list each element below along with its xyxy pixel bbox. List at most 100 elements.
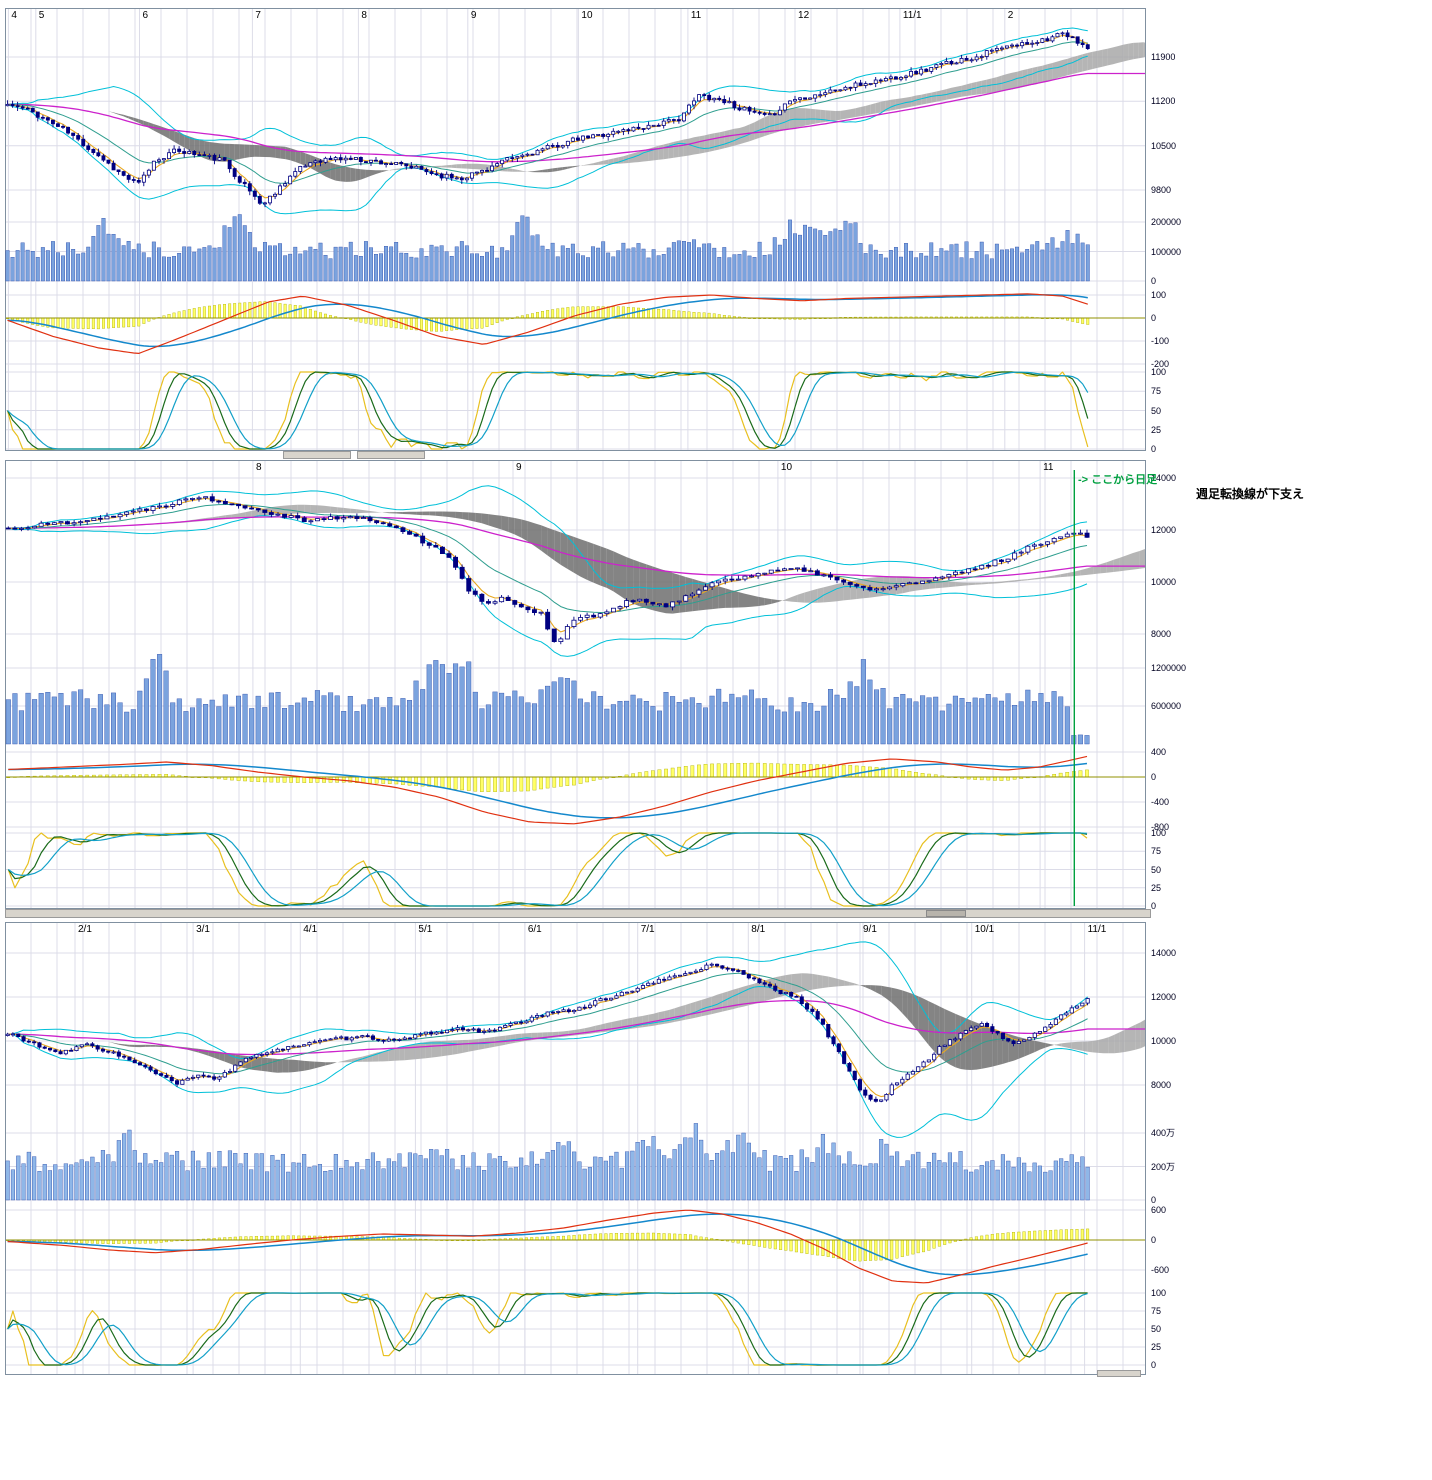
volume-bars <box>5 654 1090 745</box>
y-axis-label: 200000 <box>1151 217 1182 227</box>
x-axis-label: 11/1 <box>1087 924 1107 935</box>
x-axis-label: 12 <box>798 10 810 21</box>
chart-panel-bottom: 2/1 3/1 4/1 5/1 6/1 7/1 8/1 9/1 10/1 11/1 14000 120… <box>5 922 1245 1376</box>
x-axis-label: 4 <box>11 10 17 21</box>
chart-plot-middle[interactable] <box>5 460 1147 910</box>
y-axis-label: 100 <box>1151 828 1167 838</box>
stoch-slow-line <box>7 832 1088 907</box>
y-axis-label: -600 <box>1151 1265 1170 1275</box>
bollinger-bands <box>8 485 1088 657</box>
y-axis-label: 0 <box>1151 313 1157 323</box>
y-axis-label: 11200 <box>1151 96 1176 107</box>
volume-bars <box>5 1123 1090 1201</box>
daily-start-marker-label: -> ここから日足 <box>1078 474 1158 486</box>
y-axis-label: 8000 <box>1151 629 1172 639</box>
y-axis-label: 12000 <box>1151 992 1177 1002</box>
y-axis-label: 50 <box>1151 864 1162 875</box>
scrollbar-handle[interactable] <box>926 910 966 917</box>
ma-mid-line <box>7 41 1088 184</box>
macd-histogram <box>6 301 1090 332</box>
x-axis-label: 2/1 <box>77 924 92 935</box>
y-axis-label: 14000 <box>1151 473 1177 483</box>
y-axis-label: 10500 <box>1151 140 1177 151</box>
y-axis-label: 0 <box>1151 901 1157 911</box>
y-axis-label: 1200000 <box>1151 663 1187 673</box>
y-axis-label: 200万 <box>1151 1161 1176 1172</box>
y-axis-label: 0 <box>1151 276 1157 286</box>
bollinger-bands <box>7 27 1088 215</box>
y-axis-label: 600000 <box>1151 701 1182 711</box>
candlestick-series <box>5 493 1090 645</box>
panel-background <box>5 922 1146 1375</box>
ichimoku-cloud <box>68 42 1145 182</box>
y-axis-label: 10000 <box>1151 577 1177 587</box>
chart-panel-top: 4 5 6 7 8 9 10 11 12 11/1 2 11900 11200 10500 9800 2000… <box>5 8 1245 454</box>
x-axis-label: 11 <box>1043 462 1054 473</box>
stoch-slow-line <box>7 1292 1088 1366</box>
x-axis-label: 5/1 <box>418 924 433 935</box>
y-axis-label: -100 <box>1151 336 1170 346</box>
x-axis-label: 2 <box>1007 10 1014 21</box>
y-axis-label: 50 <box>1151 405 1162 416</box>
x-axis-label: 6 <box>142 10 149 21</box>
y-axis-label: 25 <box>1151 424 1162 435</box>
weekly-tenkan-support-note: 週足転換線が下支え <box>1196 487 1305 501</box>
y-axis-label: -400 <box>1151 797 1170 807</box>
y-axis-label: 600 <box>1151 1205 1167 1215</box>
y-axis-label: 400万 <box>1151 1128 1176 1138</box>
chart-plot-top[interactable] <box>5 8 1147 452</box>
y-axis-label: 14000 <box>1151 948 1177 958</box>
y-axis-label: 25 <box>1151 882 1162 893</box>
panel-middle-scrollbar[interactable] <box>5 909 1151 918</box>
y-axis-label: 50 <box>1151 1324 1162 1334</box>
y-axis-label: -800 <box>1151 822 1170 832</box>
ma-slow-line <box>7 72 1145 163</box>
macd-line <box>8 755 1088 825</box>
candlestick-series <box>5 962 1090 1103</box>
y-axis-label: 0 <box>1151 1235 1157 1245</box>
x-axis-label: 10 <box>780 462 793 473</box>
volume-bars <box>5 214 1090 282</box>
panel-bottom-scrollbar[interactable] <box>1097 1370 1141 1377</box>
x-axis-label: 11 <box>690 10 702 21</box>
y-axis-label: 8000 <box>1151 1080 1172 1090</box>
stoch-slow-line <box>7 371 1089 450</box>
panel-background <box>5 8 1146 451</box>
chart-panel-middle: 8 9 10 11 14000 12000 10000 8000 1200000 600000 40… <box>5 460 1245 911</box>
x-axis-label: 9 <box>515 462 522 473</box>
y-axis-label: 0 <box>1151 772 1157 782</box>
x-axis-label: 10/1 <box>974 924 995 935</box>
y-axis-label: 100 <box>1151 290 1167 300</box>
y-axis-label: 400 <box>1151 747 1167 757</box>
ma-slow-line <box>7 999 1145 1056</box>
x-axis-label: 8/1 <box>751 924 766 935</box>
panel-top-scrollbar-segment[interactable] <box>357 451 425 459</box>
x-axis-label: 7/1 <box>640 924 655 935</box>
x-axis-label: 8 <box>361 10 367 21</box>
y-axis-label: 100000 <box>1151 246 1182 257</box>
y-axis-label: 0 <box>1151 1195 1157 1205</box>
macd-line <box>7 293 1088 354</box>
y-axis-label: 75 <box>1151 1306 1162 1316</box>
x-axis-label: 3/1 <box>196 924 210 935</box>
y-axis-label: 11900 <box>1151 52 1176 62</box>
y-axis-label: 10000 <box>1151 1036 1177 1046</box>
y-axis-label: 100 <box>1151 1288 1167 1298</box>
x-axis-label: 9/1 <box>863 924 877 935</box>
y-axis-label: 12000 <box>1151 525 1177 535</box>
macd-signal-line <box>7 294 1088 348</box>
chart-plot-bottom[interactable] <box>5 922 1147 1376</box>
x-axis-label: 9 <box>470 10 477 21</box>
y-axis-label: 0 <box>1151 1360 1157 1370</box>
x-axis-label: 6/1 <box>527 924 542 935</box>
panel-top-scrollbar-segment[interactable] <box>283 451 351 459</box>
ma-slow-line <box>8 516 1145 579</box>
stoch-d-line <box>7 832 1088 907</box>
y-axis-label: 9800 <box>1151 185 1172 195</box>
candlestick-series <box>5 30 1090 208</box>
x-axis-label: 7 <box>255 10 261 21</box>
x-axis-label: 5 <box>38 10 45 21</box>
x-axis-label: 10 <box>581 10 593 21</box>
macd-line <box>7 1209 1088 1284</box>
